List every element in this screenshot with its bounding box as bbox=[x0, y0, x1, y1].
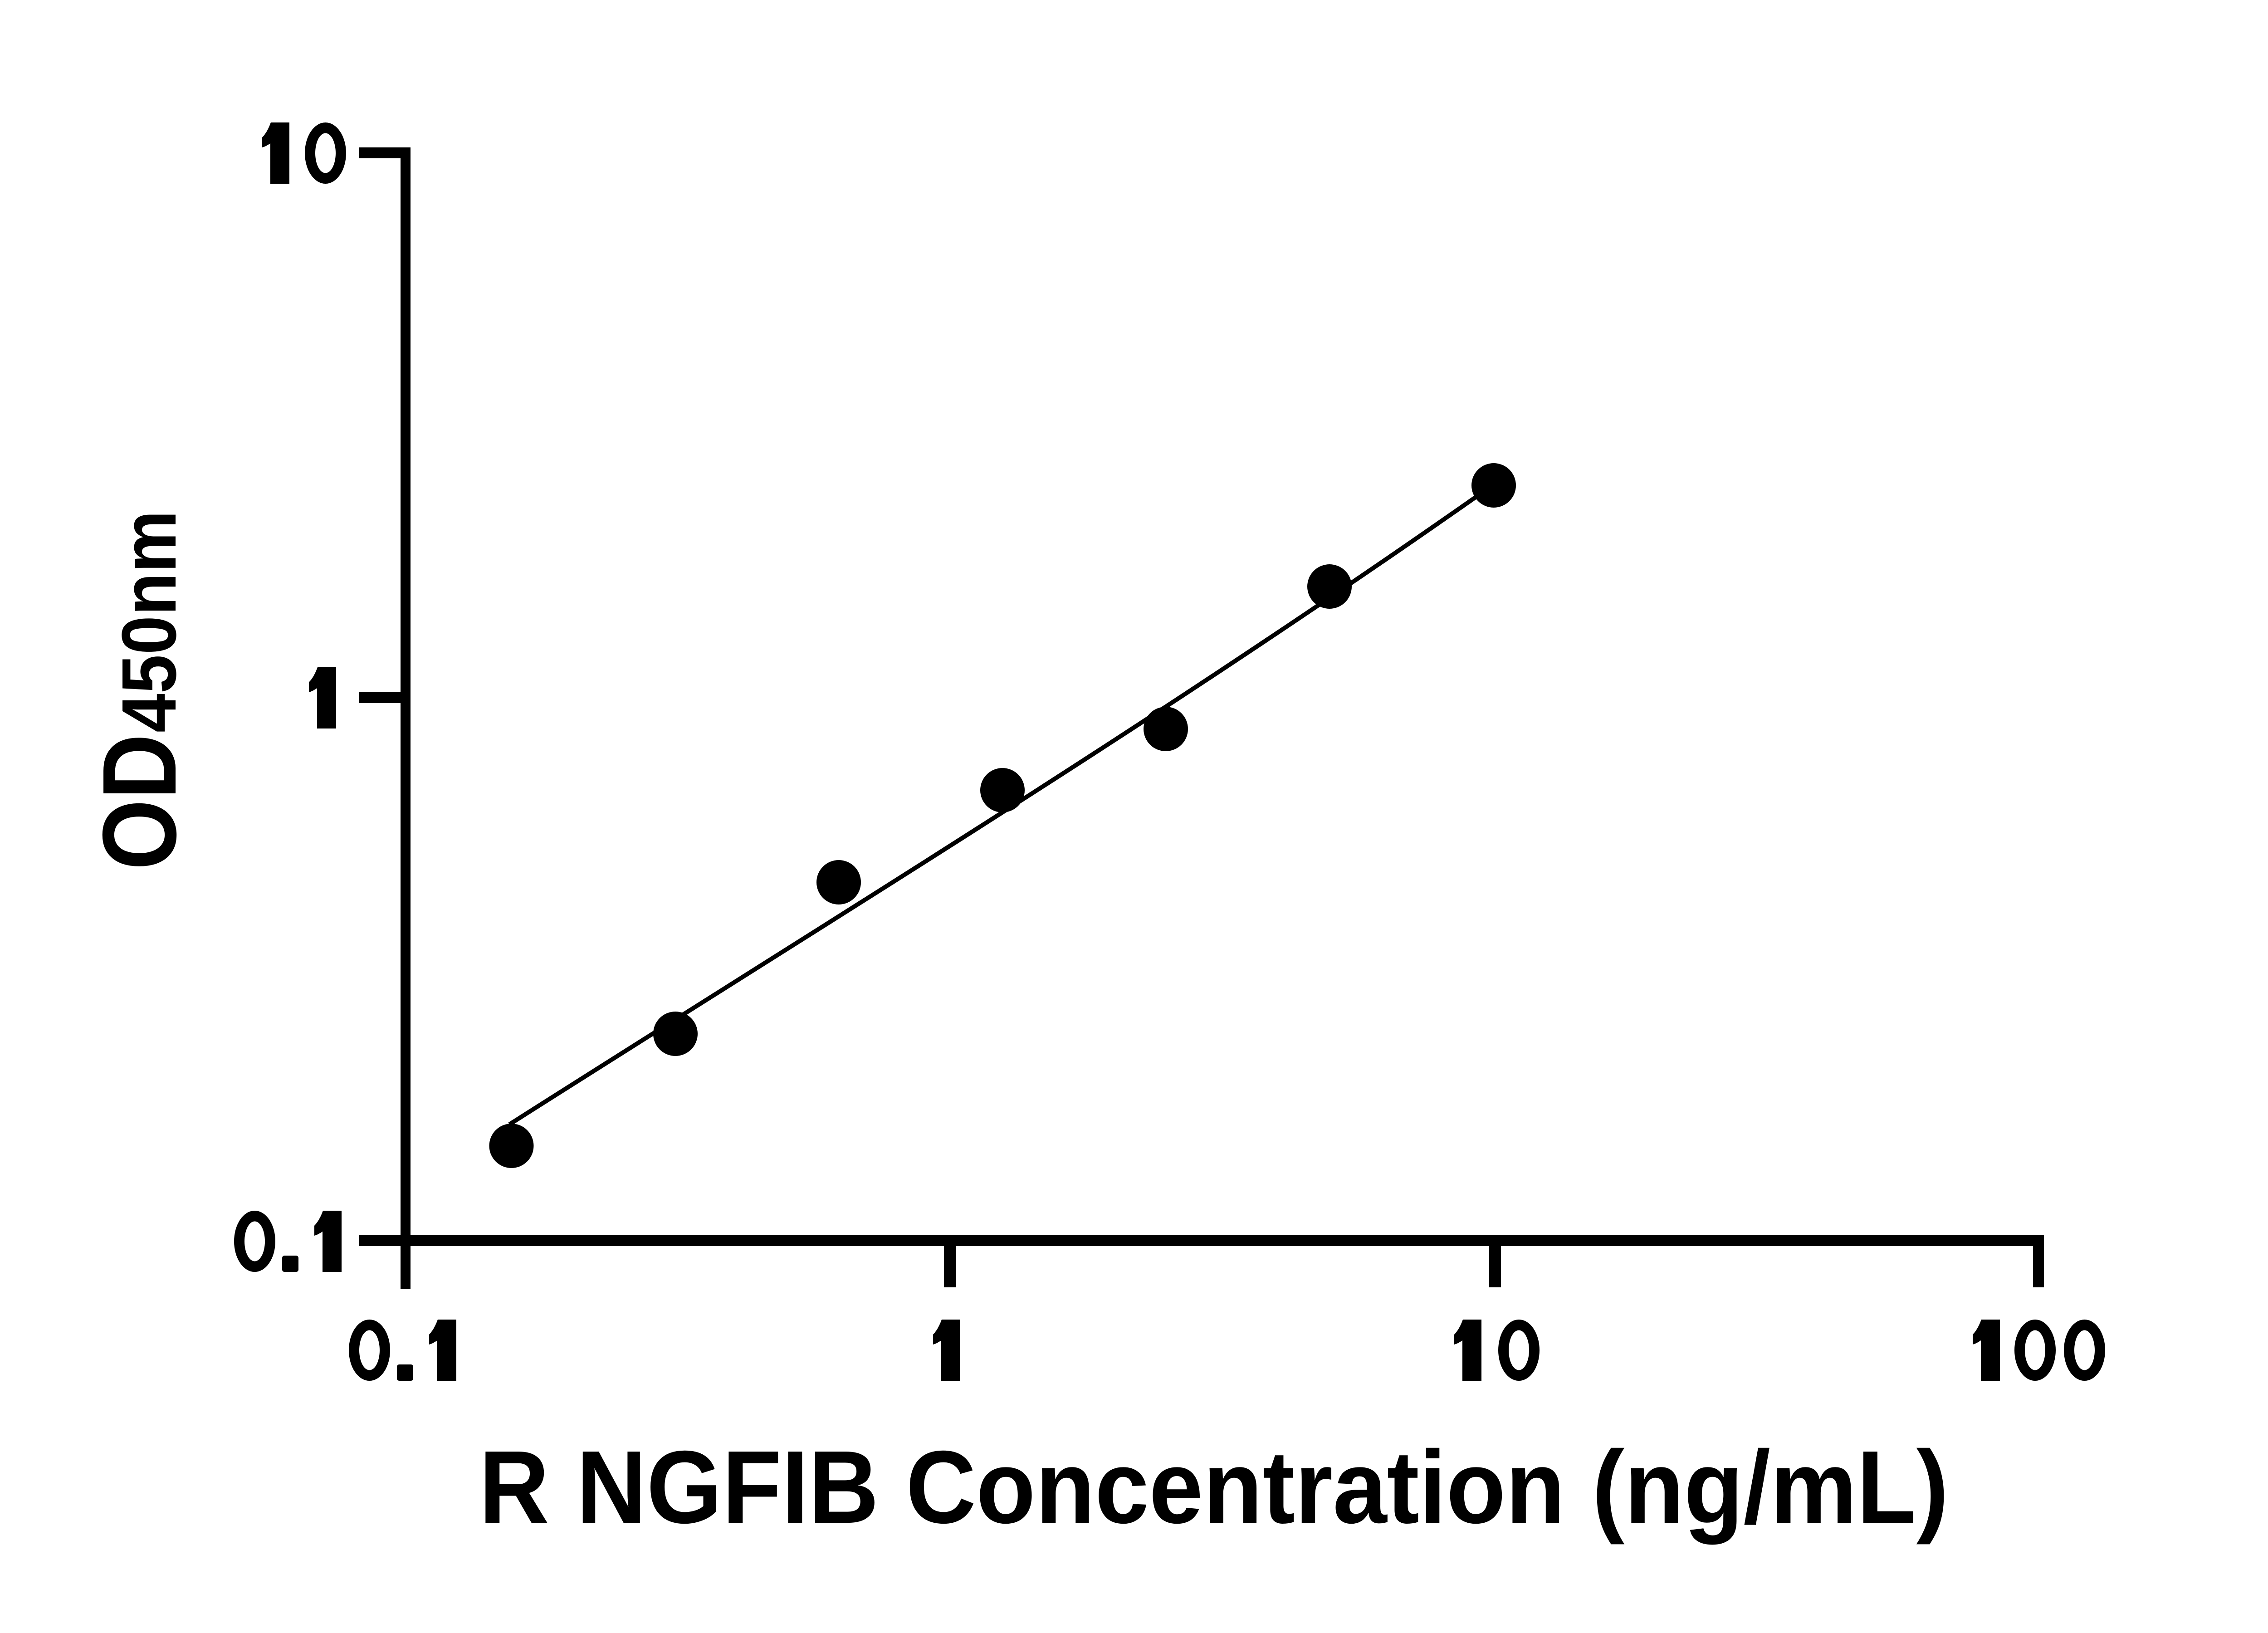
svg-text:450nm: 450nm bbox=[106, 510, 192, 733]
svg-text:OD: OD bbox=[81, 734, 198, 870]
svg-text:R NGFIB Concentration (ng/mL): R NGFIB Concentration (ng/mL) bbox=[479, 1430, 1949, 1545]
